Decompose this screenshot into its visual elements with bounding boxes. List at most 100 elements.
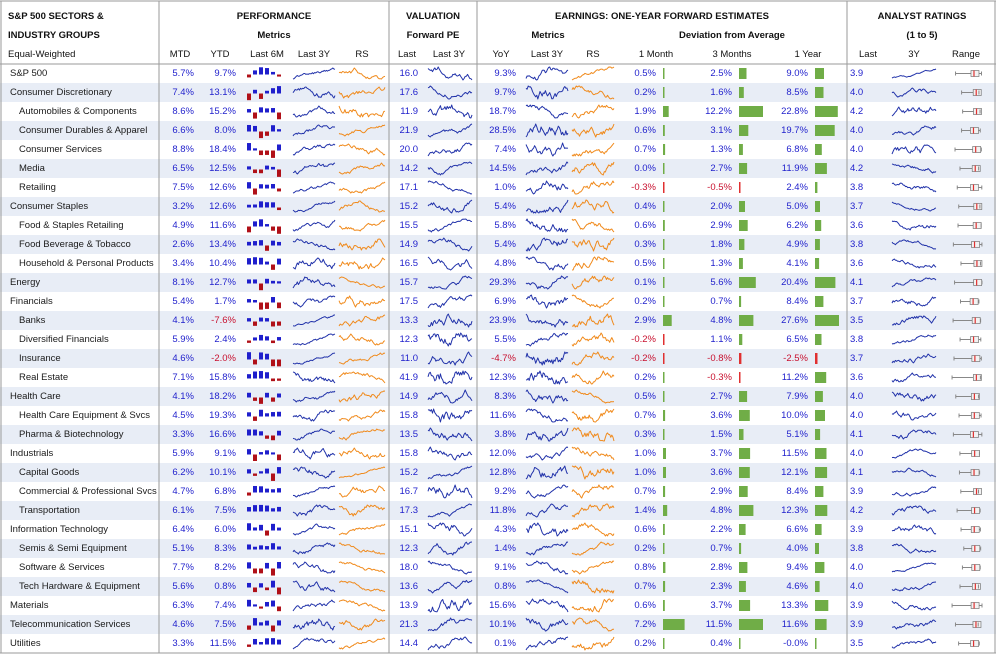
last6m-bar bbox=[247, 204, 251, 208]
cell-forward-pe: 21.3 bbox=[399, 619, 419, 630]
pe-last3y-sparkline bbox=[427, 142, 473, 157]
header-performance: PERFORMANCE bbox=[236, 11, 312, 22]
perf-last3y-sparkline bbox=[292, 466, 336, 479]
cell-ytd: -7.6% bbox=[211, 315, 236, 326]
eps-rs-sparkline bbox=[571, 142, 615, 157]
cell-forward-pe: 13.3 bbox=[399, 315, 419, 326]
cell-forward-pe: 12.3 bbox=[399, 334, 419, 345]
cell-rating: 3.7 bbox=[850, 296, 864, 307]
last6m-bar bbox=[265, 620, 269, 626]
cell-rating: 4.2 bbox=[850, 163, 864, 174]
perf-rs-sparkline bbox=[338, 238, 386, 251]
last6m-bar bbox=[247, 340, 251, 343]
rating-range-boxplot bbox=[970, 336, 979, 343]
rating-3y-sparkline bbox=[891, 562, 937, 573]
eps-rs-sparkline bbox=[571, 218, 615, 233]
deviation-bar-dev1m bbox=[663, 182, 665, 193]
last6m-bar bbox=[259, 504, 263, 512]
cell-eps-yoy: 15.6% bbox=[489, 600, 516, 611]
pe-last3y-sparkline bbox=[427, 636, 473, 651]
header-group-subtitle: Equal-Weighted bbox=[8, 49, 76, 60]
deviation-bar-dev3m bbox=[739, 68, 747, 79]
last6m-bar bbox=[259, 524, 263, 531]
cell-rating: 3.8 bbox=[850, 334, 864, 345]
last6m-bar bbox=[277, 561, 281, 569]
perf-rs-sparkline bbox=[338, 105, 386, 118]
last6m-bar bbox=[271, 240, 275, 246]
row-stripe bbox=[0, 235, 996, 254]
pe-last3y-sparkline bbox=[427, 104, 473, 119]
eps-last3y-sparkline bbox=[525, 66, 569, 81]
last6m-bar bbox=[265, 90, 269, 94]
deviation-bar-dev3m bbox=[739, 125, 749, 136]
last6m-bar bbox=[259, 169, 263, 174]
rating-3y-sparkline bbox=[891, 524, 937, 535]
last6m-bar bbox=[265, 353, 269, 360]
cell-ytd: 12.5% bbox=[209, 163, 236, 174]
cell-eps-yoy: 12.3% bbox=[489, 372, 516, 383]
cell-forward-pe: 17.3 bbox=[399, 505, 419, 516]
cell-dev3m: 1.1% bbox=[710, 334, 732, 345]
cell-mtd: 4.5% bbox=[172, 410, 194, 421]
rating-range-boxplot bbox=[973, 260, 983, 267]
cell-mtd: 6.4% bbox=[172, 524, 194, 535]
last6m-bar bbox=[271, 297, 275, 303]
last6m-bar bbox=[247, 492, 251, 496]
last6m-bar bbox=[253, 257, 257, 265]
cell-dev1y: 11.5% bbox=[781, 448, 808, 459]
cell-mtd: 4.1% bbox=[172, 315, 194, 326]
cell-mtd: 5.4% bbox=[172, 296, 194, 307]
last6m-bar bbox=[253, 359, 257, 365]
last6m-bar bbox=[259, 568, 263, 574]
pe-last3y-sparkline bbox=[427, 427, 473, 442]
cell-dev1y: 8.4% bbox=[786, 486, 808, 497]
deviation-bar-dev1m bbox=[663, 581, 666, 592]
deviation-bar-dev1y bbox=[815, 486, 824, 497]
eps-rs-sparkline bbox=[571, 104, 615, 119]
pe-last3y-sparkline bbox=[427, 85, 473, 100]
row-label: Industrials bbox=[10, 448, 54, 459]
cell-dev1m: 0.7% bbox=[634, 486, 656, 497]
eps-rs-sparkline bbox=[571, 237, 615, 252]
last6m-bar bbox=[253, 125, 257, 132]
cell-dev1y: 13.3% bbox=[781, 600, 808, 611]
last6m-bar bbox=[271, 452, 275, 455]
deviation-bar-dev1y bbox=[815, 239, 820, 250]
row-label: Consumer Discretionary bbox=[10, 87, 112, 98]
eps-rs-sparkline bbox=[571, 275, 615, 290]
cell-forward-pe: 15.1 bbox=[399, 524, 419, 535]
last6m-bar bbox=[247, 109, 251, 113]
cell-dev1m: 0.3% bbox=[634, 429, 656, 440]
deviation-bar-dev3m bbox=[739, 353, 742, 364]
perf-last3y-sparkline bbox=[292, 143, 336, 156]
rating-range-boxplot bbox=[970, 469, 980, 476]
cell-dev1m: 1.0% bbox=[634, 448, 656, 459]
deviation-bar-dev3m bbox=[739, 315, 754, 326]
last6m-bar bbox=[247, 258, 251, 265]
perf-last3y-sparkline bbox=[292, 447, 336, 460]
rating-3y-sparkline bbox=[891, 619, 937, 630]
last6m-bar bbox=[247, 166, 251, 170]
perf-rs-sparkline bbox=[338, 257, 386, 270]
rating-3y-sparkline bbox=[891, 543, 937, 554]
pe-last3y-sparkline bbox=[427, 370, 473, 385]
deviation-bar-dev3m bbox=[739, 258, 743, 269]
column-header-eps_last3y: Last 3Y bbox=[530, 49, 564, 60]
deviation-bar-dev3m bbox=[739, 334, 743, 345]
row-label: Energy bbox=[10, 277, 41, 288]
deviation-bar-dev1y bbox=[815, 106, 838, 117]
last6m-bar bbox=[277, 226, 281, 234]
row-label: Transportation bbox=[19, 505, 80, 516]
last6m-bar bbox=[265, 261, 269, 265]
cell-rating: 3.6 bbox=[850, 220, 864, 231]
last6m-bar bbox=[247, 226, 251, 233]
column-header-rating_3y: 3Y bbox=[908, 49, 920, 60]
cell-dev1y: 22.8% bbox=[781, 106, 808, 117]
last6m-bar bbox=[265, 505, 269, 512]
last6m-bar bbox=[265, 392, 269, 398]
cell-dev3m: 2.0% bbox=[710, 201, 732, 212]
last6m-bar bbox=[265, 131, 269, 136]
cell-forward-pe: 21.9 bbox=[399, 125, 419, 136]
deviation-bar-dev1m bbox=[663, 429, 665, 440]
last6m-bar bbox=[253, 321, 257, 326]
